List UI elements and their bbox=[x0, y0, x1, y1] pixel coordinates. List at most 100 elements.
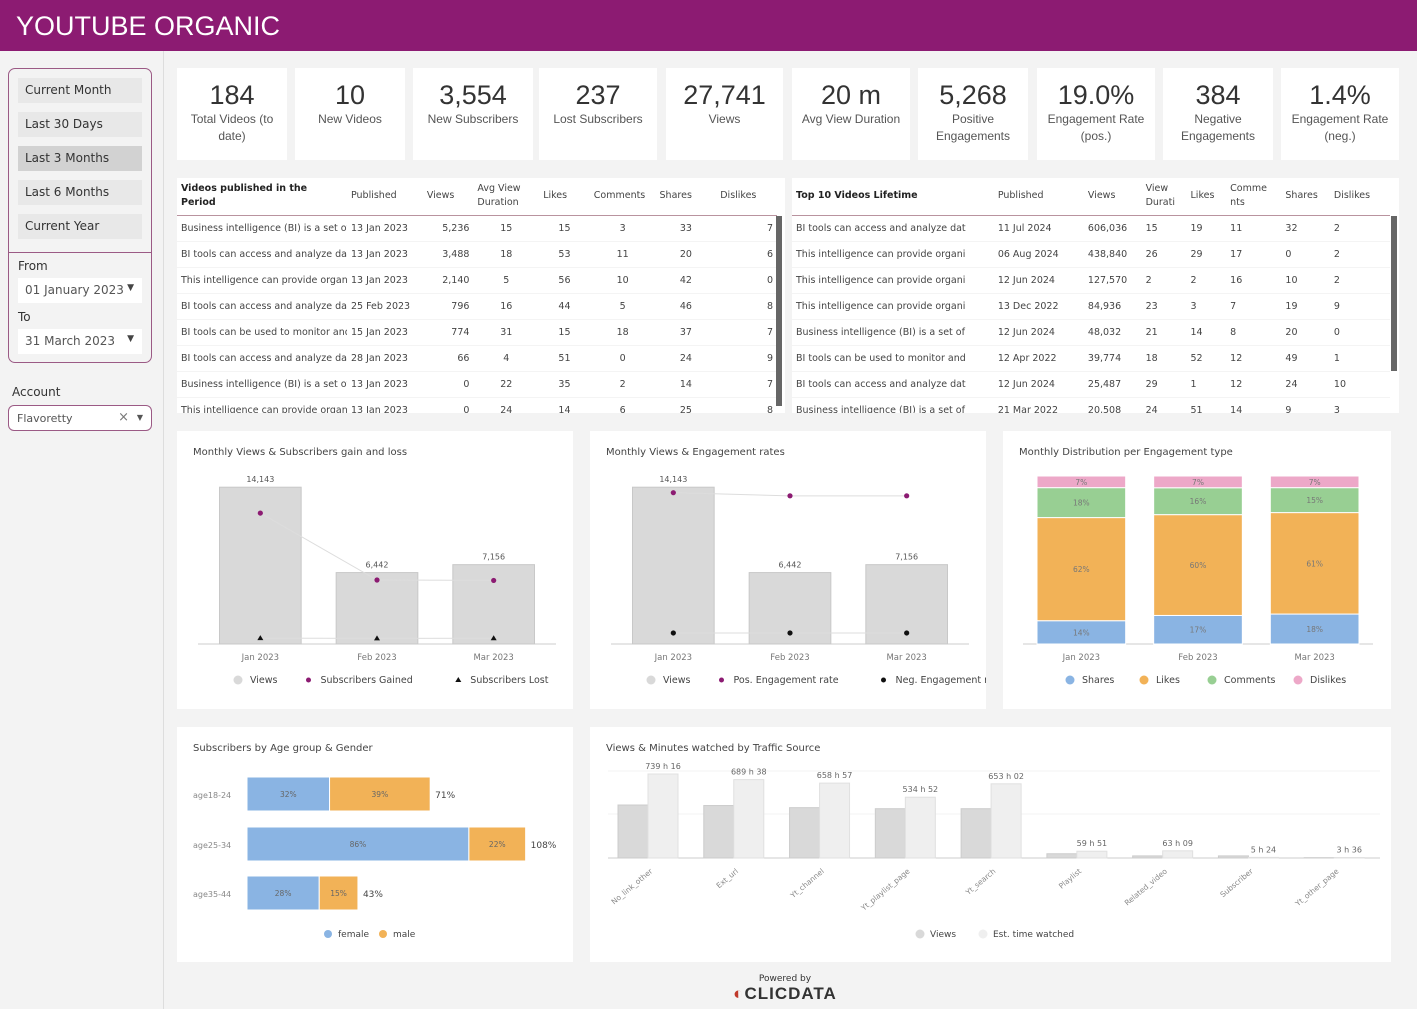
top-videos-table-panel: Top 10 Videos Lifetime Published Views View… bbox=[792, 178, 1399, 413]
bar-segment-male bbox=[329, 776, 431, 812]
kpi-label: Engagement Rate (neg.) bbox=[1291, 112, 1389, 143]
table-row[interactable]: Business intelligence (BI) is a set of 13… bbox=[177, 371, 777, 398]
column-header[interactable]: Views bbox=[1083, 178, 1142, 216]
table-row[interactable]: BI tools can access and analyze dat 11 Ju… bbox=[792, 215, 1390, 242]
total-label: 108% bbox=[531, 841, 557, 851]
legend-marker bbox=[1207, 675, 1217, 685]
table-row[interactable]: This intelligence can provide organi 13 D… bbox=[792, 293, 1390, 320]
table-row[interactable]: Business intelligence (BI) is a set of 13… bbox=[177, 215, 777, 242]
kpi-card: 237 Lost Subscribers bbox=[539, 68, 657, 160]
legend-label: Subscribers Gained bbox=[321, 675, 413, 686]
column-header[interactable]: View Durati bbox=[1141, 178, 1187, 216]
table-row[interactable]: This intelligence can provide organi 06 A… bbox=[792, 241, 1390, 268]
kpi-value: 5,268 bbox=[939, 80, 1007, 110]
preset-last-3-months[interactable]: Last 3 Months bbox=[18, 146, 142, 171]
table-cell: 9 bbox=[1329, 293, 1390, 320]
table-cell: BI tools can access and analyze dat bbox=[792, 215, 994, 242]
table-cell: 53 bbox=[539, 241, 590, 268]
table-row[interactable]: BI tools can access and analyze dat 13 Ja… bbox=[177, 241, 777, 268]
caret-down-icon[interactable]: ▼ bbox=[136, 413, 143, 422]
column-header[interactable]: Published bbox=[993, 178, 1084, 216]
table-cell: 52 bbox=[1186, 345, 1227, 372]
data-label: 15% bbox=[1306, 496, 1323, 505]
legend-marker bbox=[646, 675, 656, 685]
table-row[interactable]: Business intelligence (BI) is a set of 12… bbox=[792, 319, 1390, 346]
preset-last-6-months[interactable]: Last 6 Months bbox=[18, 180, 142, 205]
x-tick-label: Jan 2023 bbox=[241, 653, 279, 663]
column-header[interactable]: Published bbox=[346, 178, 423, 216]
bar-views bbox=[1046, 853, 1078, 859]
preset-current-month[interactable]: Current Month bbox=[18, 78, 142, 103]
column-header[interactable]: Dislikes bbox=[1329, 178, 1390, 216]
data-label: 28% bbox=[275, 889, 292, 898]
data-label: 14,143 bbox=[246, 475, 274, 484]
divider bbox=[9, 252, 151, 253]
total-label: 71% bbox=[435, 791, 455, 801]
clear-icon[interactable]: × bbox=[118, 410, 129, 425]
column-header[interactable]: Dislikes bbox=[716, 178, 777, 216]
column-header[interactable]: Likes bbox=[1186, 178, 1227, 216]
column-header[interactable]: Videos published in the Period bbox=[177, 178, 347, 216]
table-cell: 12 Apr 2022 bbox=[993, 345, 1084, 372]
from-date-select[interactable]: 01 January 2023 ▼ bbox=[18, 278, 142, 303]
column-header[interactable]: Top 10 Videos Lifetime bbox=[792, 178, 994, 216]
data-label: 15% bbox=[330, 889, 347, 898]
scrollbar[interactable] bbox=[776, 216, 782, 406]
column-header[interactable]: Comments bbox=[589, 178, 656, 216]
column-header[interactable]: Likes bbox=[539, 178, 590, 216]
data-table: Videos published in the Period Published V… bbox=[177, 178, 777, 413]
table-cell: 23 bbox=[1141, 293, 1187, 320]
table-cell: 16 bbox=[473, 293, 540, 320]
table-row[interactable]: This intelligence can provide organ 13 Ja… bbox=[177, 267, 777, 294]
table-cell: 0 bbox=[422, 371, 474, 398]
legend-label: Shares bbox=[1082, 675, 1114, 686]
bar-segment-comments bbox=[1153, 487, 1243, 516]
table-cell: 15 bbox=[539, 319, 590, 346]
data-label: 7% bbox=[1309, 478, 1321, 487]
traffic-source-chart: Views & Minutes watched by Traffic Sourc… bbox=[590, 727, 1391, 962]
bar-segment-shares bbox=[1269, 613, 1360, 645]
column-header[interactable]: Avg View Duration bbox=[473, 178, 540, 216]
chart-title: Monthly Views & Subscribers gain and los… bbox=[193, 447, 408, 458]
preset-current-year[interactable]: Current Year bbox=[18, 214, 142, 239]
table-row[interactable]: This intelligence can provide organ 13 Ja… bbox=[177, 397, 777, 413]
bar-segment-dislikes bbox=[1269, 475, 1360, 489]
scrollbar[interactable] bbox=[1391, 216, 1397, 371]
kpi-label: Engagement Rate (pos.) bbox=[1047, 112, 1145, 143]
data-label: 60% bbox=[1190, 561, 1207, 570]
to-date-select[interactable]: 31 March 2023 ▼ bbox=[18, 329, 142, 354]
table-cell: 2 bbox=[1141, 267, 1187, 294]
table-cell: 21 bbox=[1141, 319, 1187, 346]
table-cell: This intelligence can provide organ bbox=[177, 397, 347, 413]
table-row[interactable]: BI tools can access and analyze dat 25 Fe… bbox=[177, 293, 777, 320]
table-row[interactable]: Business intelligence (BI) is a set of 21… bbox=[792, 397, 1390, 413]
table-row[interactable]: BI tools can access and analyze dat 28 Ja… bbox=[177, 345, 777, 372]
table-cell: 8 bbox=[1226, 319, 1282, 346]
bar-segment-dislikes bbox=[1153, 475, 1243, 489]
column-header[interactable]: Comme nts bbox=[1226, 178, 1282, 216]
table-row[interactable]: BI tools can be used to monitor and 12 Ap… bbox=[792, 345, 1390, 372]
column-header[interactable]: Views bbox=[422, 178, 474, 216]
table-cell: 21 Mar 2022 bbox=[993, 397, 1084, 413]
column-header[interactable]: Shares bbox=[655, 178, 717, 216]
bar-views bbox=[789, 807, 821, 859]
column-header[interactable]: Shares bbox=[1281, 178, 1330, 216]
table-cell: 14 bbox=[1226, 397, 1282, 413]
table-row[interactable]: BI tools can be used to monitor and 15 Ja… bbox=[177, 319, 777, 346]
account-select[interactable]: Flavoretty × ▼ bbox=[8, 405, 152, 431]
table-row[interactable]: BI tools can access and analyze dat 12 Ju… bbox=[792, 371, 1390, 398]
table-cell: 438,840 bbox=[1083, 241, 1142, 268]
table-row[interactable]: This intelligence can provide organi 12 J… bbox=[792, 267, 1390, 294]
preset-last-30-days[interactable]: Last 30 Days bbox=[18, 112, 142, 137]
date-filter: Current Month Last 30 Days Last 3 Months… bbox=[8, 68, 152, 363]
table-cell: BI tools can access and analyze dat bbox=[177, 345, 347, 372]
bar-segment-comments bbox=[1036, 487, 1127, 519]
table-cell: 13 Dec 2022 bbox=[993, 293, 1084, 320]
data-label: 7% bbox=[1075, 478, 1087, 487]
table-cell: 1 bbox=[1186, 371, 1227, 398]
table-cell: 606,036 bbox=[1083, 215, 1142, 242]
table-cell: 24 bbox=[1141, 397, 1187, 413]
table-cell: 22 bbox=[473, 371, 540, 398]
bar-views bbox=[960, 808, 992, 859]
legend-marker bbox=[1139, 675, 1149, 685]
